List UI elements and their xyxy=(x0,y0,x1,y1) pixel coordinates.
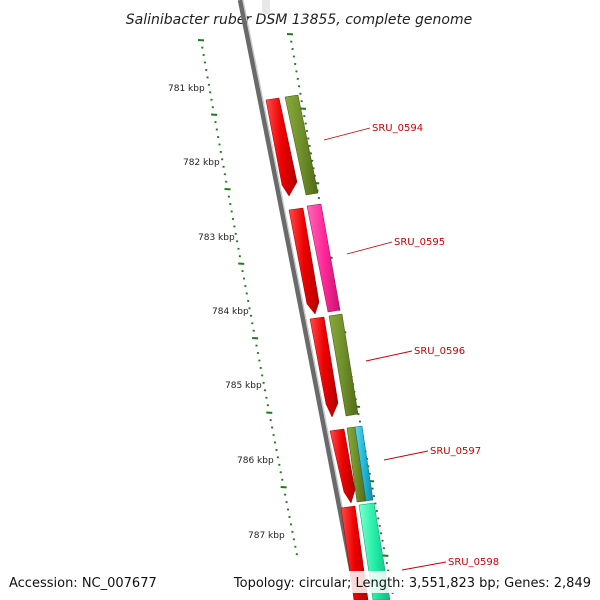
gene-sru-0594-arrow[interactable] xyxy=(284,94,319,196)
gene-labels: SRU_0594 SRU_0595 SRU_0596 SRU_0597 SRU_… xyxy=(372,123,499,568)
scale-label-787: 787 kbp xyxy=(248,531,285,541)
footer-bar: Accession: NC_007677 Topology: circular;… xyxy=(0,571,600,593)
gene-label-sru-0594[interactable]: SRU_0594 xyxy=(372,123,423,134)
gene-leader-lines xyxy=(323,127,447,571)
red-feature-3[interactable] xyxy=(309,316,339,418)
scale-label-782: 782 kbp xyxy=(183,158,220,168)
gene-label-sru-0598[interactable]: SRU_0598 xyxy=(448,557,499,568)
scale-labels: 781 kbp 782 kbp 783 kbp 784 kbp 785 kbp … xyxy=(168,84,285,541)
gene-sru-0595-arrow[interactable] xyxy=(306,203,341,313)
red-feature-track xyxy=(265,97,369,600)
backbone-top-stub xyxy=(262,0,270,14)
scale-label-786: 786 kbp xyxy=(237,456,274,466)
gene-sru-0596-arrow[interactable] xyxy=(328,313,359,417)
gene-label-sru-0596[interactable]: SRU_0596 xyxy=(414,346,465,357)
red-feature-1[interactable] xyxy=(265,97,298,197)
map-title: Salinibacter ruber DSM 13855, complete g… xyxy=(126,12,472,28)
red-feature-2[interactable] xyxy=(288,207,320,315)
red-feature-4[interactable] xyxy=(329,428,356,504)
scale-label-784: 784 kbp xyxy=(212,307,249,317)
genome-stats-text: Topology: circular; Length: 3,551,823 bp… xyxy=(233,576,591,591)
gene-label-sru-0597[interactable]: SRU_0597 xyxy=(430,446,481,457)
scale-label-781: 781 kbp xyxy=(168,84,205,94)
scale-label-785: 785 kbp xyxy=(225,381,262,391)
scale-ticks-left xyxy=(197,39,298,556)
gene-track xyxy=(284,94,391,600)
scale-label-783: 783 kbp xyxy=(198,233,235,243)
gene-label-sru-0595[interactable]: SRU_0595 xyxy=(394,237,445,248)
accession-text: Accession: NC_007677 xyxy=(9,576,157,591)
gene-sru-0597b-arrow[interactable] xyxy=(354,425,374,502)
